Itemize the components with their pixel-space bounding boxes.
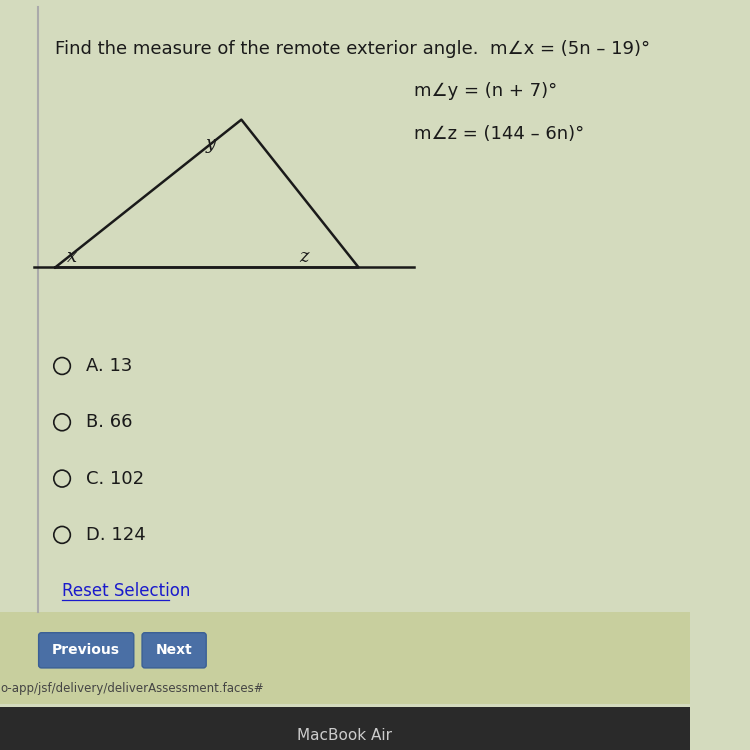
Bar xyxy=(0,707,690,750)
Text: MacBook Air: MacBook Air xyxy=(297,728,392,743)
Text: x: x xyxy=(68,248,77,266)
Text: Find the measure of the remote exterior angle.  m∠x = (5n – 19)°: Find the measure of the remote exterior … xyxy=(56,40,650,58)
Text: Next: Next xyxy=(156,644,193,657)
Bar xyxy=(0,612,690,704)
FancyBboxPatch shape xyxy=(142,633,206,668)
Text: A. 13: A. 13 xyxy=(86,357,133,375)
Text: Reset Selection: Reset Selection xyxy=(62,582,190,600)
Text: C. 102: C. 102 xyxy=(86,470,144,488)
Text: D. 124: D. 124 xyxy=(86,526,146,544)
Text: Previous: Previous xyxy=(53,644,120,657)
Text: m∠y = (n + 7)°: m∠y = (n + 7)° xyxy=(414,82,557,100)
Text: m∠z = (144 – 6n)°: m∠z = (144 – 6n)° xyxy=(414,124,584,142)
FancyBboxPatch shape xyxy=(38,633,134,668)
Text: y: y xyxy=(206,135,215,153)
Text: B. 66: B. 66 xyxy=(86,413,133,431)
Text: z: z xyxy=(298,248,308,266)
Text: o-app/jsf/delivery/deliverAssessment.faces#: o-app/jsf/delivery/deliverAssessment.fac… xyxy=(0,682,264,694)
